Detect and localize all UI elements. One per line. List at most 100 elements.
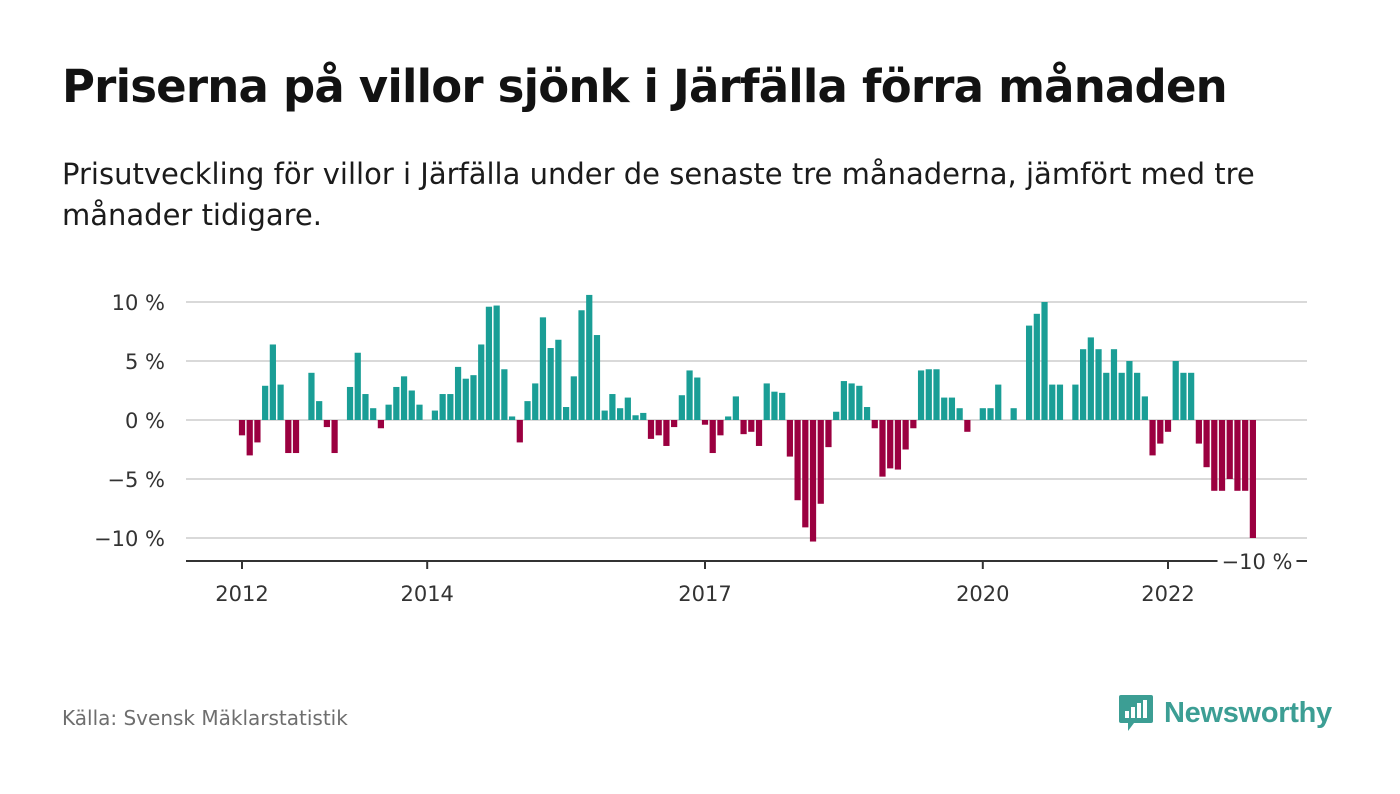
bar[interactable] bbox=[508, 416, 516, 420]
bar[interactable] bbox=[1249, 420, 1256, 538]
bar[interactable] bbox=[995, 384, 1002, 420]
bar[interactable] bbox=[331, 420, 338, 454]
bar[interactable] bbox=[532, 383, 539, 420]
bar[interactable] bbox=[316, 401, 323, 420]
bar[interactable] bbox=[956, 408, 963, 420]
bar[interactable] bbox=[1010, 408, 1017, 420]
bar[interactable] bbox=[732, 396, 739, 420]
bar[interactable] bbox=[694, 377, 701, 420]
bar[interactable] bbox=[647, 420, 655, 439]
bar[interactable] bbox=[879, 420, 886, 477]
bar[interactable] bbox=[1203, 420, 1210, 468]
bar[interactable] bbox=[701, 420, 709, 425]
bar[interactable] bbox=[1072, 384, 1079, 420]
bar[interactable] bbox=[848, 383, 855, 420]
bar[interactable] bbox=[393, 386, 400, 420]
bar[interactable] bbox=[377, 420, 385, 429]
bar[interactable] bbox=[346, 386, 354, 420]
bar[interactable] bbox=[1095, 349, 1102, 420]
bar[interactable] bbox=[933, 369, 940, 420]
bar[interactable] bbox=[431, 410, 439, 420]
brand-logo[interactable]: Newsworthy bbox=[1118, 690, 1332, 736]
bar[interactable] bbox=[809, 420, 817, 542]
bar[interactable] bbox=[987, 408, 994, 420]
bar[interactable] bbox=[1033, 313, 1040, 420]
bar[interactable] bbox=[925, 369, 932, 420]
bar[interactable] bbox=[254, 420, 261, 443]
bar[interactable] bbox=[671, 420, 678, 428]
bar[interactable] bbox=[277, 384, 284, 420]
bar[interactable] bbox=[501, 369, 508, 420]
bar[interactable] bbox=[1118, 372, 1125, 420]
bar[interactable] bbox=[748, 420, 755, 432]
bar[interactable] bbox=[917, 370, 925, 420]
bar[interactable] bbox=[439, 394, 446, 420]
bar[interactable] bbox=[1103, 372, 1110, 420]
bar[interactable] bbox=[1211, 420, 1218, 491]
bar[interactable] bbox=[370, 408, 377, 420]
bar[interactable] bbox=[539, 317, 547, 420]
bar[interactable] bbox=[1164, 420, 1172, 432]
bar[interactable] bbox=[1149, 420, 1156, 456]
bar[interactable] bbox=[1172, 361, 1179, 420]
bar[interactable] bbox=[593, 335, 601, 420]
bar[interactable] bbox=[1234, 420, 1241, 491]
bar[interactable] bbox=[1188, 372, 1195, 420]
bar[interactable] bbox=[678, 395, 685, 420]
bar[interactable] bbox=[570, 376, 577, 420]
bar[interactable] bbox=[246, 420, 253, 456]
bar[interactable] bbox=[979, 408, 986, 420]
bar[interactable] bbox=[786, 420, 793, 457]
bar[interactable] bbox=[663, 420, 670, 446]
bar[interactable] bbox=[755, 420, 763, 446]
bar[interactable] bbox=[547, 348, 554, 420]
bar[interactable] bbox=[562, 407, 570, 420]
bar[interactable] bbox=[454, 366, 462, 420]
bar[interactable] bbox=[586, 294, 593, 420]
bar[interactable] bbox=[516, 420, 523, 443]
bar[interactable] bbox=[1126, 361, 1133, 420]
bar[interactable] bbox=[1087, 337, 1094, 420]
bar[interactable] bbox=[817, 420, 824, 504]
bar[interactable] bbox=[238, 420, 246, 436]
bar[interactable] bbox=[655, 420, 662, 436]
bar[interactable] bbox=[555, 339, 562, 420]
bar[interactable] bbox=[825, 420, 832, 448]
bar[interactable] bbox=[833, 411, 840, 420]
bar[interactable] bbox=[354, 352, 361, 420]
bar[interactable] bbox=[609, 394, 616, 420]
bar[interactable] bbox=[462, 378, 469, 420]
bar[interactable] bbox=[493, 305, 500, 420]
bar[interactable] bbox=[802, 420, 809, 528]
bar[interactable] bbox=[601, 410, 608, 420]
bar[interactable] bbox=[624, 397, 631, 420]
bar[interactable] bbox=[941, 397, 948, 420]
bar[interactable] bbox=[385, 404, 392, 420]
bar[interactable] bbox=[292, 420, 300, 454]
bar[interactable] bbox=[285, 420, 292, 454]
bar[interactable] bbox=[1242, 420, 1249, 491]
bar[interactable] bbox=[323, 420, 330, 428]
bar[interactable] bbox=[779, 392, 786, 420]
bar[interactable] bbox=[447, 394, 454, 420]
bar[interactable] bbox=[1025, 325, 1033, 420]
bar[interactable] bbox=[1195, 420, 1202, 444]
bar[interactable] bbox=[485, 306, 493, 420]
bar[interactable] bbox=[902, 420, 909, 450]
bar[interactable] bbox=[771, 391, 778, 420]
bar[interactable] bbox=[856, 385, 863, 420]
bar[interactable] bbox=[617, 408, 624, 420]
bar[interactable] bbox=[478, 344, 485, 420]
bar[interactable] bbox=[1110, 349, 1118, 420]
bar[interactable] bbox=[362, 394, 369, 420]
bar[interactable] bbox=[1041, 302, 1048, 420]
bar[interactable] bbox=[269, 344, 276, 420]
bar[interactable] bbox=[964, 420, 971, 432]
bar[interactable] bbox=[640, 412, 647, 420]
bar[interactable] bbox=[840, 381, 848, 420]
bar[interactable] bbox=[910, 420, 917, 429]
bar[interactable] bbox=[763, 383, 770, 420]
bar[interactable] bbox=[887, 420, 894, 469]
bar[interactable] bbox=[717, 420, 724, 436]
bar[interactable] bbox=[400, 376, 408, 420]
